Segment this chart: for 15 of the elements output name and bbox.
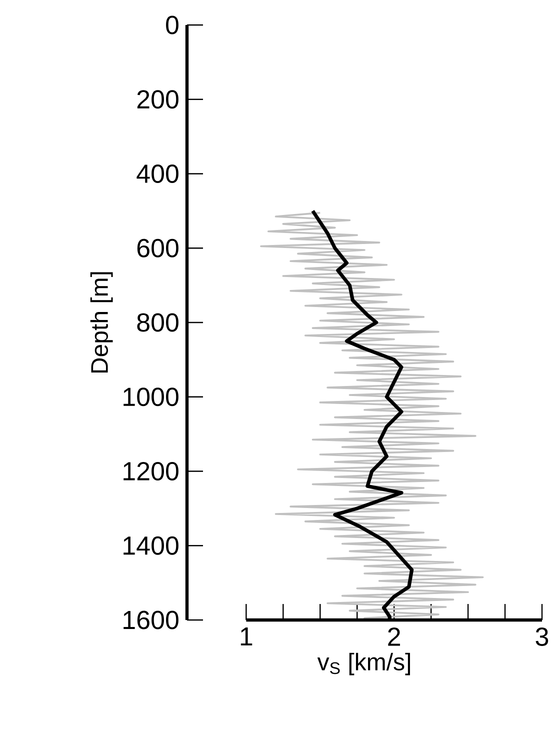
y-tick-label: 1000 — [124, 388, 178, 406]
y-axis-title: Depth [m] — [90, 272, 113, 373]
y-tick-label: 800 — [137, 313, 178, 332]
x-tick-label: 3 — [536, 628, 548, 646]
y-tick-label: 1400 — [124, 536, 178, 555]
x-tick-label: 2 — [388, 628, 400, 646]
x-tick-label: 1 — [240, 628, 252, 646]
y-tick-label: 1600 — [124, 610, 178, 630]
y-tick-label: 400 — [136, 164, 178, 183]
x-axis-title: v$_{S}$ [km/s] — [317, 652, 410, 676]
y-tick-label: 200 — [137, 90, 178, 109]
y-tick-label: 0 — [166, 16, 178, 34]
line-series — [260, 212, 484, 621]
y-tick-label: 1200 — [124, 462, 178, 480]
y-tick-label: 600 — [137, 238, 178, 258]
